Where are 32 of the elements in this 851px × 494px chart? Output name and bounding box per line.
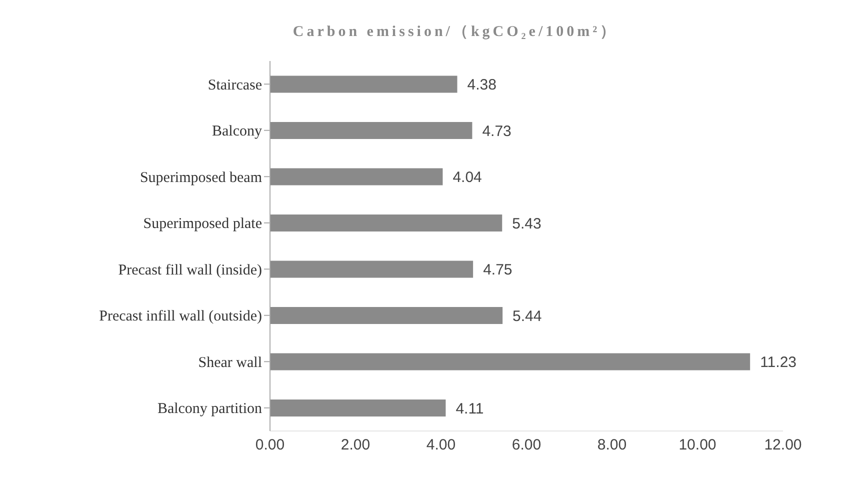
- x-tick-label: 12.00: [764, 436, 802, 454]
- bar: [270, 353, 750, 370]
- bar: [270, 260, 474, 278]
- data-label: 4.38: [467, 76, 496, 94]
- y-tick-label: Balcony: [212, 124, 262, 140]
- data-label: 4.73: [482, 122, 512, 140]
- data-label: 11.23: [760, 354, 797, 372]
- data-label: 4.04: [452, 169, 482, 186]
- data-label: 4.75: [483, 262, 512, 279]
- y-tick-label: Precast infill wall (outside): [99, 308, 262, 325]
- y-tick-label: Precast fill wall (inside): [118, 262, 262, 278]
- x-tick-label: 0.00: [255, 436, 285, 454]
- y-tick-label: Superimposed beam: [140, 170, 262, 186]
- bar: [270, 168, 443, 186]
- x-tick-label: 8.00: [597, 436, 627, 454]
- y-tick-label: Superimposed plate: [143, 216, 262, 232]
- data-label: 4.11: [456, 400, 484, 418]
- x-tick-label: 6.00: [512, 436, 542, 454]
- y-tick-label: Balcony partition: [157, 401, 262, 418]
- bar: [270, 214, 502, 232]
- x-tick-label: 10.00: [678, 436, 716, 454]
- y-tick-label: Shear wall: [198, 354, 262, 371]
- bar: [270, 76, 458, 93]
- data-label: 5.44: [512, 308, 542, 325]
- data-label: 5.43: [512, 215, 542, 232]
- bar: [270, 122, 472, 140]
- bar: [270, 400, 446, 417]
- y-tick-label: Staircase: [208, 77, 262, 94]
- x-tick-label: 4.00: [426, 436, 456, 454]
- x-tick-label: 2.00: [340, 436, 370, 454]
- bar: [270, 307, 503, 324]
- chart-title: Carbon emission/（kgCO₂e/100m²）: [292, 23, 620, 41]
